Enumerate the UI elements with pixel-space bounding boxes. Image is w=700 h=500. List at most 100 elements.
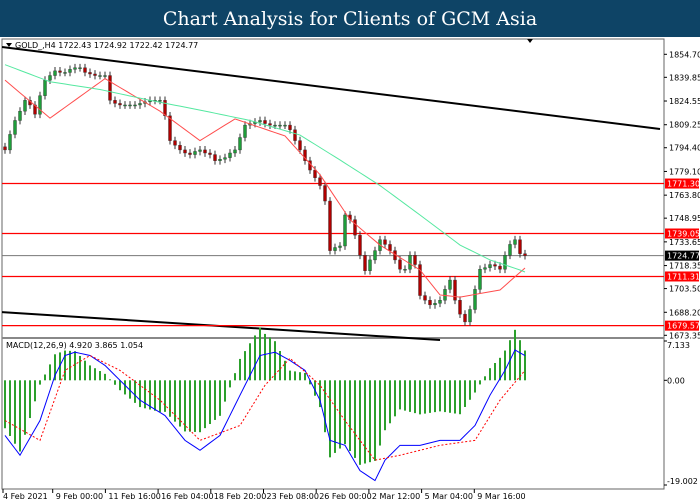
macd-histogram-bar [319, 380, 321, 408]
current-price-tag [665, 250, 699, 261]
candle-body [388, 244, 392, 251]
macd-histogram-bar [474, 380, 476, 393]
candle-body [373, 250, 377, 261]
current-price-label: 1724.77 [667, 252, 700, 261]
macd-histogram-bar [79, 355, 81, 381]
candle-body [208, 152, 212, 155]
macd-tick-label: -19.002 [667, 477, 698, 486]
candle-body [263, 120, 267, 124]
macd-histogram-bar [294, 371, 296, 381]
candle-body [128, 104, 132, 107]
macd-histogram-bar [114, 380, 116, 385]
level-tag-label: 1739.05 [667, 229, 700, 238]
macd-histogram-bar [44, 374, 46, 381]
price-tick-label: 1763.80 [669, 191, 700, 200]
candle-body [188, 152, 192, 155]
macd-histogram-bar [299, 372, 301, 381]
macd-histogram-bar [24, 380, 26, 435]
dropdown-arrow-icon[interactable] [6, 43, 12, 47]
macd-histogram-bar [244, 351, 246, 381]
candle-body [268, 123, 272, 126]
macd-histogram-bar [359, 380, 361, 465]
macd-histogram-bar [124, 380, 126, 395]
price-tick-label: 1748.95 [669, 214, 700, 223]
candle-body [198, 149, 202, 152]
candle-body [213, 154, 217, 161]
macd-histogram-bar [324, 380, 326, 433]
candle-body [383, 239, 387, 245]
ma-fast-line [4, 78, 526, 298]
macd-histogram-bar [354, 380, 356, 458]
macd-histogram-bar [74, 351, 76, 381]
candle-body [23, 100, 27, 112]
candle-body [68, 69, 72, 73]
macd-histogram-bar [414, 380, 416, 414]
macd-histogram-bar [329, 380, 331, 458]
price-tick-label: 1688.20 [669, 308, 700, 317]
candle-body [408, 255, 412, 270]
candle-body [473, 289, 477, 310]
macd-histogram-bar [479, 380, 481, 385]
macd-histogram-bar [504, 350, 506, 381]
candle-body [108, 75, 112, 101]
macd-histogram-bar [289, 370, 291, 381]
time-tick-label: 11 Feb 16:00 [108, 492, 160, 500]
macd-histogram-bar [469, 380, 471, 400]
candle-body [453, 279, 457, 301]
macd-histogram-bar [369, 380, 371, 463]
macd-histogram-bar [454, 380, 456, 414]
candle-body [183, 149, 187, 154]
level-tag-label: 1771.30 [667, 180, 700, 189]
macd-label: MACD(12,26,9) 4.920 3.865 1.054 [6, 341, 143, 350]
macd-histogram-bar [349, 380, 351, 452]
candle-body [98, 75, 102, 77]
macd-histogram-bar [9, 380, 11, 436]
candle-body [48, 75, 52, 81]
macd-histogram-bar [214, 380, 216, 420]
level-tag [665, 178, 699, 189]
macd-histogram-bar [524, 350, 526, 381]
macd-histogram-bar [379, 380, 381, 446]
candle-body [498, 265, 502, 270]
candle-body [38, 95, 42, 115]
macd-histogram-bar [269, 337, 271, 381]
candle-body [288, 124, 292, 130]
candle-body [523, 253, 527, 256]
macd-histogram-bar [209, 380, 211, 425]
macd-histogram-bar [164, 380, 166, 412]
macd-histogram-bar [14, 380, 16, 444]
macd-histogram-bar [419, 380, 421, 415]
candle-body [273, 124, 277, 127]
macd-histogram-bar [179, 380, 181, 427]
price-tick-label: 1673.35 [669, 331, 700, 340]
macd-histogram-bar [134, 380, 136, 403]
candle-body [53, 70, 57, 76]
macd-histogram-bar [254, 335, 256, 381]
macd-histogram-bar [274, 341, 276, 381]
candle-body [503, 255, 507, 270]
macd-histogram-bar [424, 380, 426, 414]
candle-body [468, 309, 472, 323]
macd-histogram-bar [19, 380, 21, 452]
macd-histogram-bar [409, 380, 411, 412]
candle-body [428, 300, 432, 306]
candle-body [333, 247, 337, 251]
candle-body [158, 100, 162, 102]
macd-histogram-bar [429, 380, 431, 413]
macd-histogram-bar [169, 380, 171, 417]
candle-body [58, 70, 62, 73]
price-tick-label: 1824.55 [669, 97, 700, 106]
chart-shift-icon[interactable] [527, 39, 533, 43]
macd-histogram-bar [99, 371, 101, 381]
candle-body [343, 214, 347, 247]
macd-histogram-bar [439, 380, 441, 412]
candle-body [123, 104, 127, 107]
level-tag [665, 228, 699, 239]
candle-body [398, 259, 402, 270]
price-tick-label: 1733.65 [669, 238, 700, 247]
candle-body [173, 140, 177, 146]
macd-histogram-bar [484, 376, 486, 381]
level-tag-label: 1711.31 [667, 272, 700, 281]
macd-histogram-bar [49, 364, 51, 381]
